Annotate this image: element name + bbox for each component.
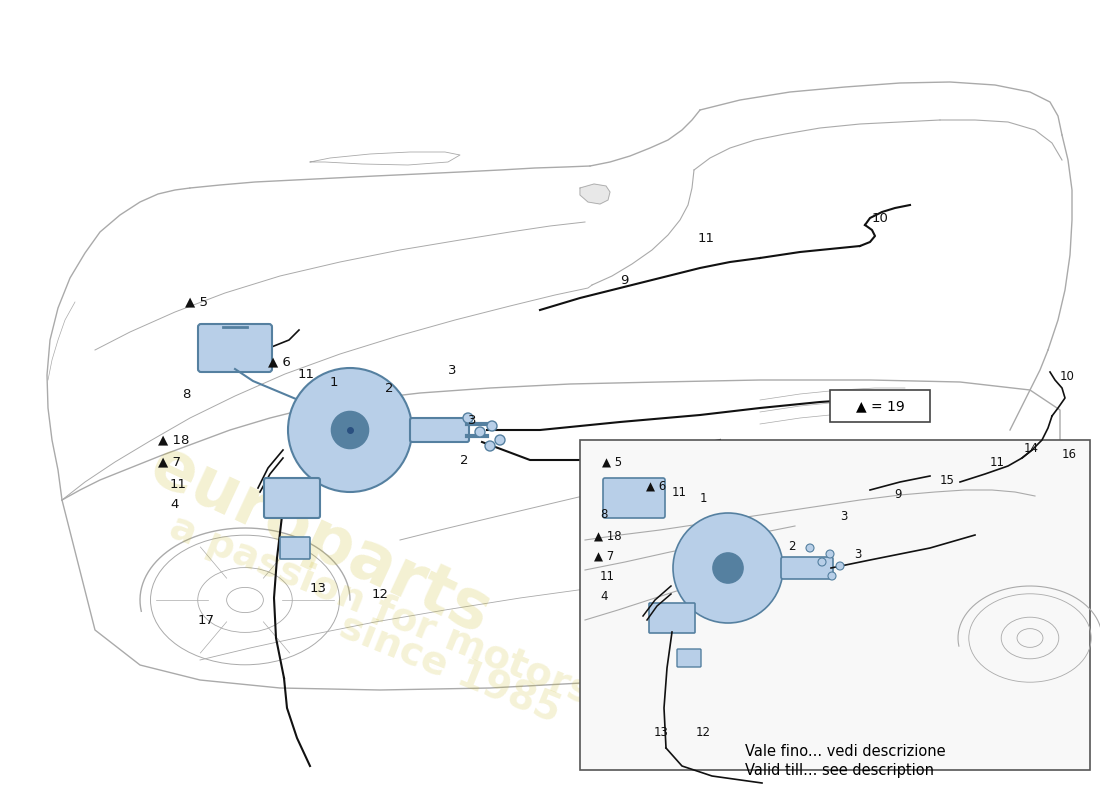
Text: ▲ 18: ▲ 18 (158, 434, 189, 446)
Text: ▲ = 19: ▲ = 19 (856, 399, 904, 413)
Text: since 1985: since 1985 (334, 606, 566, 730)
Circle shape (485, 441, 495, 451)
FancyBboxPatch shape (649, 603, 695, 633)
Text: 11: 11 (698, 231, 715, 245)
Polygon shape (580, 184, 611, 204)
FancyBboxPatch shape (781, 557, 833, 579)
Text: 10: 10 (872, 211, 889, 225)
Text: ▲ 7: ▲ 7 (594, 550, 614, 562)
Text: 14: 14 (1024, 442, 1040, 454)
Text: 9: 9 (620, 274, 628, 286)
Text: ▲ 6: ▲ 6 (268, 355, 290, 369)
Text: 16: 16 (1062, 447, 1077, 461)
FancyBboxPatch shape (676, 649, 701, 667)
Text: a passion for motors: a passion for motors (164, 508, 596, 712)
Text: ▲ 7: ▲ 7 (158, 455, 182, 469)
Circle shape (487, 421, 497, 431)
Text: 1: 1 (700, 491, 707, 505)
Circle shape (836, 562, 844, 570)
FancyBboxPatch shape (280, 537, 310, 559)
Ellipse shape (713, 553, 744, 583)
Text: 13: 13 (310, 582, 327, 594)
Circle shape (463, 413, 473, 423)
Circle shape (495, 435, 505, 445)
Circle shape (806, 544, 814, 552)
Text: 3: 3 (854, 547, 861, 561)
Text: 3: 3 (448, 363, 456, 377)
Text: 13: 13 (654, 726, 669, 738)
Circle shape (826, 550, 834, 558)
Ellipse shape (331, 411, 368, 449)
Text: 11: 11 (298, 367, 315, 381)
FancyBboxPatch shape (264, 478, 320, 518)
Text: 3: 3 (468, 414, 476, 426)
Text: 2: 2 (385, 382, 394, 394)
Text: 15: 15 (940, 474, 955, 486)
Ellipse shape (673, 513, 783, 623)
FancyBboxPatch shape (410, 418, 469, 442)
Text: ▲ 5: ▲ 5 (602, 455, 623, 469)
Text: 2: 2 (460, 454, 469, 466)
Text: europarts: europarts (139, 432, 500, 648)
Text: 12: 12 (696, 726, 711, 738)
Text: 11: 11 (170, 478, 187, 490)
Text: ▲ 5: ▲ 5 (185, 295, 208, 309)
Text: 8: 8 (600, 507, 607, 521)
Text: 17: 17 (198, 614, 214, 626)
Text: 10: 10 (1060, 370, 1075, 382)
Text: 11: 11 (990, 455, 1005, 469)
Text: 11: 11 (600, 570, 615, 582)
Circle shape (475, 427, 485, 437)
Text: 3: 3 (840, 510, 847, 522)
Text: Vale fino... vedi descrizione: Vale fino... vedi descrizione (745, 745, 946, 759)
Text: 11: 11 (672, 486, 688, 498)
Text: 2: 2 (788, 539, 795, 553)
Circle shape (818, 558, 826, 566)
Text: Valid till... see description: Valid till... see description (745, 762, 934, 778)
Text: 4: 4 (600, 590, 607, 602)
Ellipse shape (288, 368, 412, 492)
FancyBboxPatch shape (580, 440, 1090, 770)
FancyBboxPatch shape (603, 478, 666, 518)
Text: 4: 4 (170, 498, 178, 510)
Text: 9: 9 (894, 487, 902, 501)
FancyBboxPatch shape (830, 390, 930, 422)
Text: ▲ 6: ▲ 6 (646, 479, 667, 493)
Text: 12: 12 (372, 589, 389, 602)
FancyBboxPatch shape (198, 324, 272, 372)
Text: ▲ 18: ▲ 18 (594, 530, 621, 542)
Text: 8: 8 (182, 389, 190, 402)
Text: 1: 1 (330, 375, 339, 389)
Circle shape (828, 572, 836, 580)
